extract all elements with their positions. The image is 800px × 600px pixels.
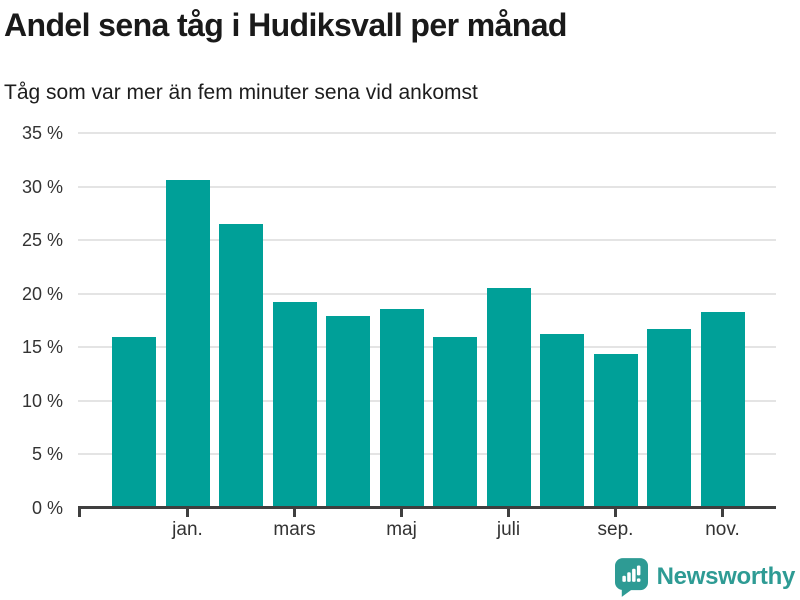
chart-subtitle: Tåg som var mer än fem minuter sena vid … — [4, 81, 478, 104]
x-axis-tick — [400, 509, 403, 517]
x-axis-tick-label: maj — [386, 519, 417, 540]
x-axis-tick-label: mars — [273, 519, 316, 540]
y-axis-tick-label: 0 % — [31, 498, 63, 518]
bar — [272, 302, 317, 508]
brand-name: Newsworthy — [656, 563, 796, 590]
y-gridline — [78, 292, 776, 295]
x-axis-tick-label: jan. — [172, 519, 203, 540]
y-gridline — [78, 185, 776, 188]
x-axis-tick-label: juli — [496, 519, 521, 540]
y-gridline — [78, 399, 776, 402]
y-axis-tick-label: 15 % — [21, 337, 63, 358]
x-axis-tick — [614, 509, 617, 517]
bar — [379, 308, 424, 508]
y-axis-tick-label: 20 % — [21, 283, 63, 304]
y-axis-tick-label: 35 % — [21, 123, 63, 143]
x-axis-tick — [78, 509, 81, 517]
y-axis-tick-label: 25 % — [21, 230, 63, 251]
bar — [540, 334, 584, 508]
bar — [326, 316, 370, 508]
bar — [433, 336, 477, 508]
y-axis-tick-label: 10 % — [21, 390, 63, 411]
x-axis-tick — [293, 509, 296, 517]
bar — [165, 180, 210, 508]
x-axis-tick-label: nov. — [705, 519, 740, 540]
bar — [486, 288, 531, 508]
y-gridline — [78, 132, 776, 134]
x-axis-tick — [721, 509, 724, 517]
bar — [593, 353, 638, 508]
x-axis-tick — [507, 509, 510, 517]
bar — [219, 224, 263, 508]
y-axis-tick-label: 5 % — [31, 444, 63, 465]
y-gridline — [78, 239, 776, 242]
y-gridline — [78, 453, 776, 456]
x-axis-line — [78, 506, 776, 509]
bar — [647, 329, 691, 508]
bar — [112, 336, 156, 508]
y-gridline — [78, 346, 776, 349]
x-axis-tick — [186, 509, 189, 517]
brand-footer: Newsworthy — [614, 556, 796, 598]
x-axis-tick-label: sep. — [597, 519, 634, 540]
newsworthy-logo-icon — [614, 557, 648, 597]
chart-title: Andel sena tåg i Hudiksvall per månad — [4, 7, 567, 43]
y-axis-tick-label: 30 % — [21, 176, 63, 197]
bar — [700, 311, 745, 508]
